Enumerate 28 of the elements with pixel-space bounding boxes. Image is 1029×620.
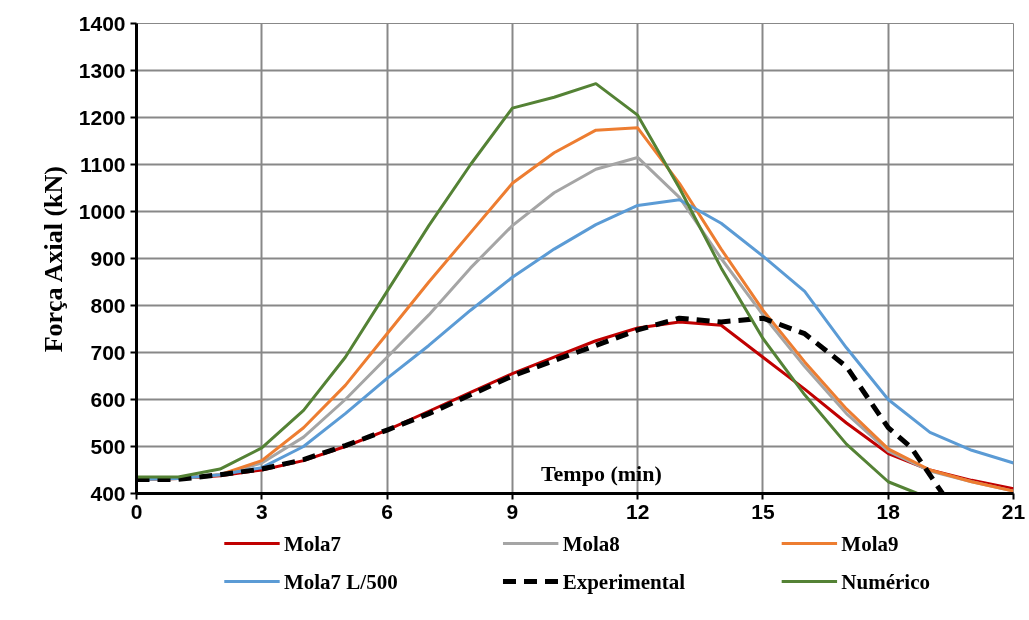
y-tick-label: 400 [90, 481, 126, 505]
y-tick-label: 600 [90, 387, 126, 411]
y-tick-label: 1100 [79, 152, 126, 176]
y-tick-label: 500 [90, 434, 126, 458]
y-tick-label: 1400 [78, 11, 126, 35]
x-tick-label: 3 [255, 499, 268, 523]
x-tick-label: 18 [876, 499, 901, 523]
x-tick-label: 6 [381, 499, 393, 523]
legend-label: Mola7 L/500 [283, 569, 398, 594]
y-axis-title: Força Axial (kN) [38, 166, 68, 353]
legend-label: Mola8 [562, 531, 620, 556]
y-tick-label: 800 [90, 293, 126, 317]
x-tick-label: 21 [1001, 499, 1026, 523]
y-tick-label: 1300 [78, 58, 126, 82]
y-tick-label: 1200 [78, 105, 126, 129]
x-tick-label: 0 [130, 499, 143, 523]
x-tick-label: 12 [625, 499, 650, 523]
y-tick-label: 700 [90, 340, 126, 364]
x-axis-title: Tempo (min) [540, 460, 662, 486]
legend-label: Numérico [841, 569, 930, 594]
legend-label: Mola7 [283, 531, 342, 556]
x-tick-label: 9 [506, 499, 519, 523]
y-tick-label: 1000 [78, 199, 126, 223]
y-tick-label: 900 [90, 246, 126, 270]
line-series [136, 82, 919, 494]
x-tick-label: 15 [751, 499, 775, 523]
legend-label: Mola9 [841, 531, 899, 556]
legend-label: Experimental [562, 569, 686, 594]
